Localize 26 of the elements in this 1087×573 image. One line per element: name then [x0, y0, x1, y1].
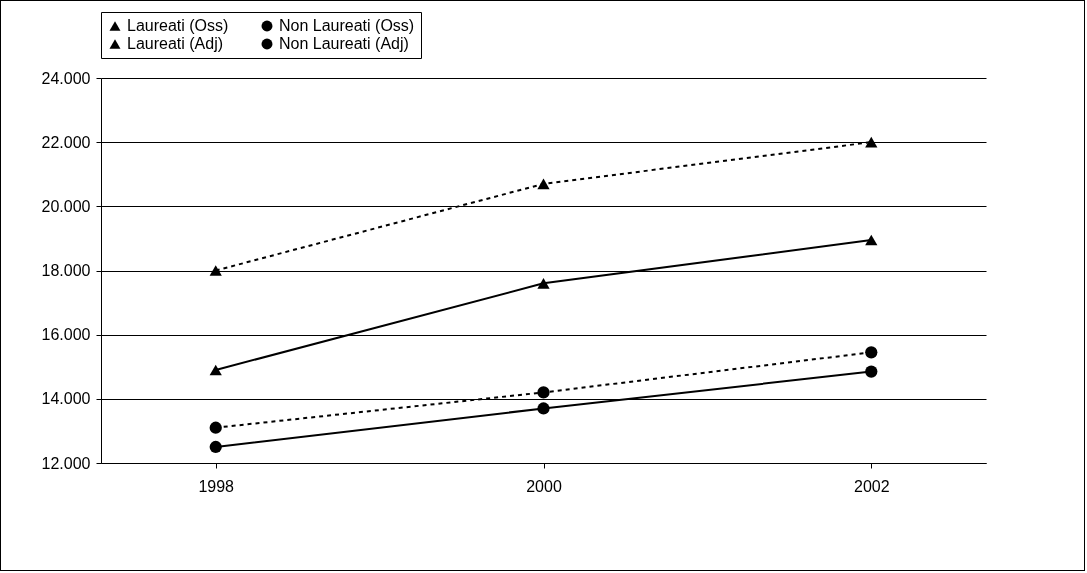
y-tick-label: 22.000	[41, 133, 91, 151]
y-tick-label: 18.000	[41, 262, 91, 279]
point	[537, 402, 550, 415]
legend-label: Non Laureati (Adj)	[279, 35, 409, 52]
y-tick-label: 24.000	[41, 69, 91, 87]
x-tick-label: 1998	[198, 477, 235, 495]
y-tick-label: 14.000	[41, 390, 91, 408]
y-tick-label: 12.000	[41, 454, 91, 472]
point	[537, 178, 550, 190]
y-tick-label: 16.000	[41, 326, 91, 344]
point	[209, 364, 222, 376]
x-tick-label: 2000	[526, 477, 562, 495]
point	[865, 234, 878, 246]
point	[865, 365, 878, 378]
legend-label: Non Laureati (Oss)	[279, 17, 415, 34]
point	[865, 346, 878, 359]
point	[209, 440, 222, 454]
point	[537, 386, 550, 399]
point	[865, 136, 878, 148]
point	[537, 278, 550, 289]
x-tick-label: 2002	[853, 477, 890, 495]
legend-label: Laureati (Adj)	[127, 35, 224, 52]
y-tick-label: 20.000	[41, 197, 91, 215]
point	[209, 421, 222, 434]
legend-label: Laureati (Oss)	[127, 17, 229, 34]
point	[209, 265, 222, 276]
